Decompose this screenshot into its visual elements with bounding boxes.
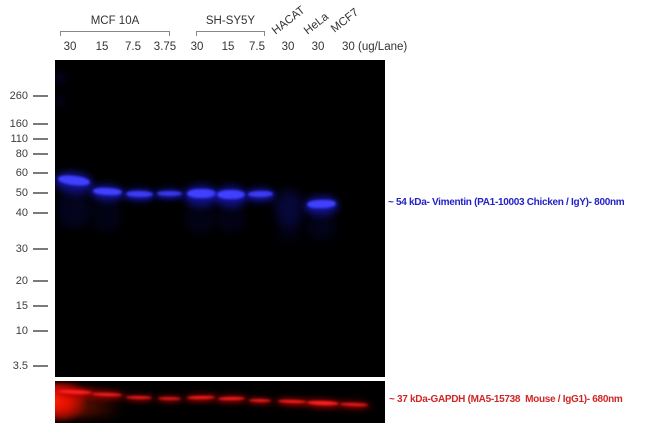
mw-marker-tick: [33, 248, 48, 250]
protein-band: [122, 187, 156, 203]
lane-smear: [58, 188, 90, 228]
protein-band: [275, 189, 303, 226]
mw-marker-tick: [33, 123, 48, 125]
protein-band: [302, 194, 340, 217]
gapdh-blot-panel: [55, 381, 385, 423]
mw-marker-label: 3.5: [12, 360, 28, 372]
mw-marker-tick: [33, 153, 48, 155]
protein-band: [183, 183, 219, 207]
mw-marker-tick: [33, 305, 48, 307]
lane-amount: 30 (ug/Lane): [342, 41, 408, 53]
protein-band: [336, 400, 372, 410]
protein-band: [88, 390, 126, 400]
mw-marker-label: 10: [15, 325, 28, 337]
lane-header: MCF 10A SH-SY5Y HACAT HeLa MCF7 30 15 7.5 3.75 30…: [0, 0, 650, 60]
protein-band: [244, 187, 276, 204]
cell-line-label: SH-SY5Y: [205, 15, 256, 27]
mw-marker-tick: [33, 280, 48, 282]
lane-smear: [56, 98, 63, 105]
lane-amount: 15: [95, 41, 109, 53]
cell-line-label: HACAT: [269, 4, 308, 38]
lane-smear: [93, 198, 121, 232]
lane-amount: 7.5: [249, 41, 265, 53]
mw-marker-tick: [33, 330, 48, 332]
lane-amount: 7.5: [125, 41, 141, 53]
lane-smear: [56, 74, 63, 82]
mw-marker-tick: [33, 95, 48, 97]
mw-marker-label: 260: [9, 90, 28, 102]
protein-band: [154, 395, 184, 403]
mw-marker-tick: [33, 138, 48, 140]
protein-band: [303, 398, 343, 409]
mw-marker-label: 50: [15, 187, 28, 199]
mw-marker-label: 80: [15, 148, 28, 160]
mw-marker-label: 60: [15, 167, 28, 179]
lane-amount: 15: [221, 41, 235, 53]
protein-band: [55, 387, 97, 398]
lane-amount: 30: [281, 41, 295, 53]
protein-band: [55, 168, 95, 197]
protein-band: [122, 394, 156, 402]
lane-amount: 3.75: [153, 41, 177, 53]
lane-smear: [277, 220, 301, 242]
lane-amount: 30: [190, 41, 204, 53]
protein-band: [214, 394, 248, 404]
protein-band: [213, 184, 249, 208]
mw-marker-tick: [33, 212, 48, 214]
cell-line-label: MCF 10A: [90, 15, 140, 27]
lane-amount: 30: [311, 41, 325, 53]
mw-marker-label: 20: [15, 275, 28, 287]
protein-band: [153, 188, 185, 200]
mw-marker-label: 110: [10, 133, 28, 145]
vimentin-annotation: ~ 54 kDa- Vimentin (PA1-10003 Chicken / …: [388, 197, 625, 208]
lane-group-bracket: [60, 31, 170, 36]
mw-marker-tick: [33, 172, 48, 174]
mw-marker-label: 40: [15, 207, 28, 219]
mw-marker-label: 15: [15, 300, 28, 312]
protein-band: [183, 393, 219, 403]
protein-band: [246, 397, 274, 405]
protein-band: [88, 182, 126, 203]
mw-marker-label: 30: [15, 243, 28, 255]
cell-line-label: MCF7: [328, 6, 362, 36]
lane-group-bracket: [196, 31, 265, 36]
molecular-weight-axis: 260 160 110 80 60 50 40 30 20 15 10 3.5: [0, 0, 55, 445]
vimentin-blot-panel: [55, 60, 385, 377]
mw-marker-tick: [33, 192, 48, 194]
mw-marker-tick: [33, 365, 48, 367]
gapdh-annotation: ~ 37 kDa-GAPDH (MA5-15738 Mouse / IgG1)-…: [389, 394, 623, 405]
mw-marker-label: 160: [9, 118, 28, 130]
lane-amount: 30: [63, 41, 77, 53]
